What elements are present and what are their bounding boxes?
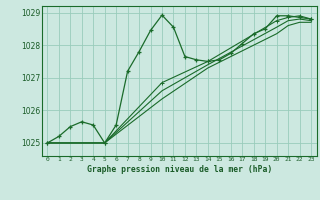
X-axis label: Graphe pression niveau de la mer (hPa): Graphe pression niveau de la mer (hPa) [87, 165, 272, 174]
